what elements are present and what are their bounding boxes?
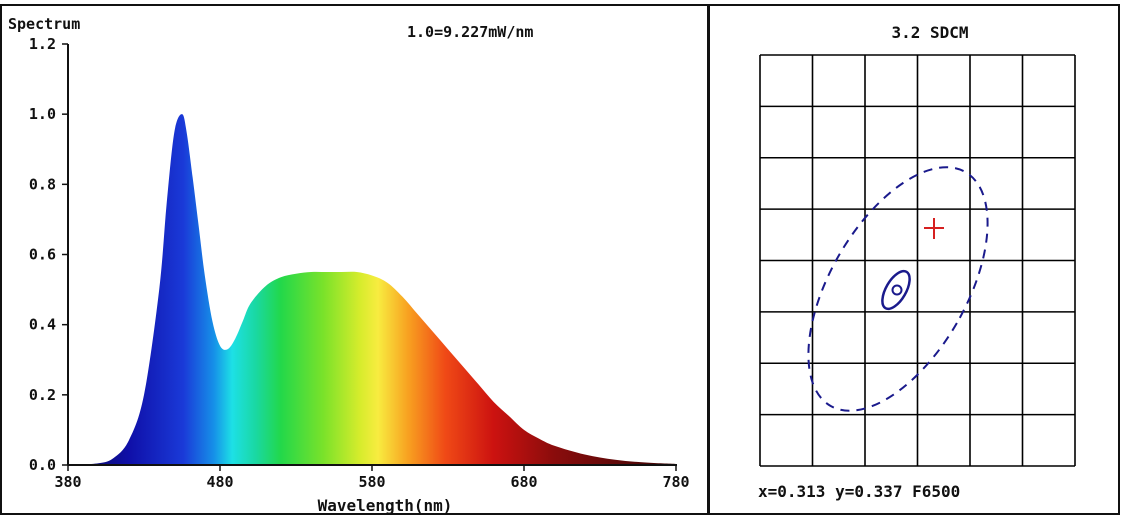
y-tick-label: 0.4: [29, 316, 56, 334]
sdcm-readout: x=0.313 y=0.337 F6500: [758, 482, 960, 501]
x-tick-label: 780: [662, 473, 689, 491]
x-tick-label: 680: [510, 473, 537, 491]
sdcm-panel-border: [708, 4, 1120, 515]
y-tick-label: 1.2: [29, 35, 56, 53]
sdcm-grid: [759, 54, 1076, 467]
x-axis-label: Wavelength(nm): [318, 496, 453, 515]
y-tick-label: 0.2: [29, 386, 56, 404]
sdcm-outer-ellipse: [807, 166, 989, 412]
x-tick-label: 380: [54, 473, 81, 491]
y-tick-label: 1.0: [29, 105, 56, 123]
x-axis-ticks: 380 480 580 680 780: [54, 465, 690, 491]
x-tick-label: 580: [358, 473, 385, 491]
spectrum-area: [68, 114, 676, 466]
spectrum-title: Spectrum: [8, 15, 80, 33]
y-tick-label: 0.8: [29, 175, 56, 193]
spectrum-area-layer: [68, 114, 676, 466]
y-tick-label: 0.0: [29, 456, 56, 474]
sdcm-center-point: [891, 284, 903, 296]
measured-point-marker: [924, 218, 944, 239]
y-tick-label: 0.6: [29, 246, 56, 264]
y-axis-ticks: 0.0 0.2 0.4 0.6 0.8 1.0 1.2: [29, 35, 68, 474]
sdcm-inner-ellipse: [881, 269, 911, 311]
spectrum-annotation: 1.0=9.227mW/nm: [407, 23, 533, 41]
x-tick-label: 480: [206, 473, 233, 491]
sdcm-title: 3.2 SDCM: [891, 23, 968, 42]
